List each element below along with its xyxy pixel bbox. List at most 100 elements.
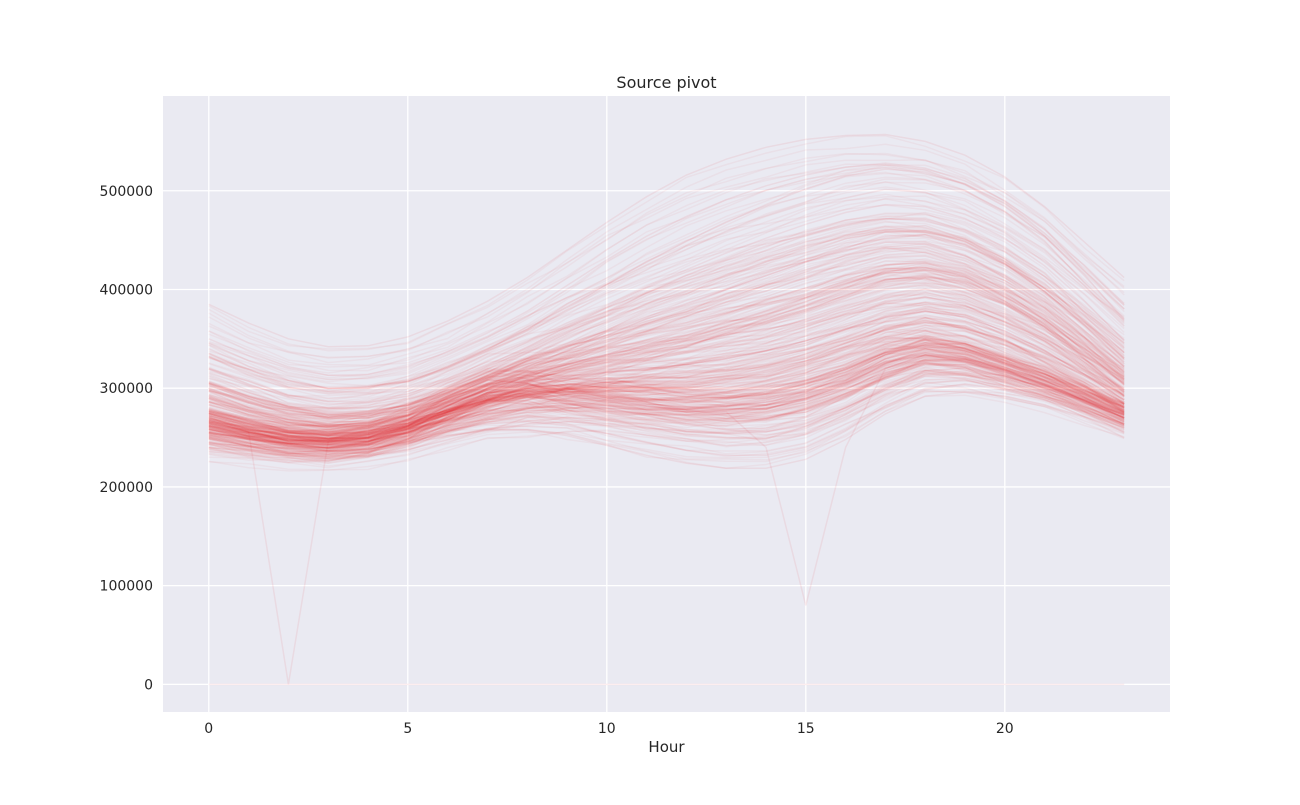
- series-line: [208, 255, 1125, 430]
- series-line: [208, 288, 1125, 441]
- series-line: [208, 362, 1125, 458]
- series-line: [208, 325, 1125, 455]
- series-line: [208, 356, 1125, 440]
- series-line: [208, 309, 1125, 449]
- series-line: [208, 266, 1125, 428]
- series-line: [208, 348, 1125, 433]
- series-line: [208, 354, 1125, 444]
- series-line: [208, 334, 1125, 433]
- series-line: [208, 319, 1125, 453]
- series-line: [208, 366, 1125, 463]
- series-line: [208, 335, 1125, 446]
- series-line: [208, 337, 1125, 437]
- series-line: [208, 292, 1125, 418]
- series-line: [208, 229, 1125, 416]
- series-line: [208, 355, 1125, 431]
- series-line: [208, 347, 1125, 456]
- series-line: [208, 316, 1125, 447]
- series-line: [208, 181, 1125, 387]
- series-line: [208, 374, 1125, 448]
- series-line: [208, 338, 1125, 446]
- series-line: [208, 261, 1125, 416]
- series-line: [208, 369, 1125, 464]
- series-line: [208, 273, 1125, 427]
- series-line: [208, 358, 1125, 437]
- series-line: [208, 354, 1125, 460]
- series-line: [208, 306, 1125, 445]
- series-line: [208, 229, 1125, 418]
- series-line: [208, 213, 1125, 407]
- series-line: [208, 343, 1125, 442]
- series-line: [208, 371, 1125, 464]
- series-line: [208, 188, 1125, 392]
- series-line: [208, 358, 1125, 440]
- series-line: [208, 267, 1125, 443]
- series-line: [208, 267, 1125, 424]
- series-line: [208, 133, 1125, 348]
- series-line: [208, 369, 1125, 458]
- series-line: [208, 162, 1125, 377]
- series-line: [208, 211, 1125, 368]
- series-line: [208, 338, 1125, 449]
- series-line: [208, 346, 1125, 449]
- series-line: [208, 296, 1125, 449]
- series-line: [208, 230, 1125, 420]
- series-line: [208, 303, 1125, 448]
- series-line: [208, 239, 1125, 420]
- series-line: [208, 353, 1125, 456]
- series-line: [208, 335, 1125, 443]
- series-line: [208, 275, 1125, 427]
- series-line: [208, 369, 1125, 454]
- series-line: [208, 293, 1125, 443]
- series-line: [208, 342, 1125, 445]
- series-line: [208, 282, 1125, 431]
- series-line: [208, 262, 1125, 445]
- series-line: [208, 269, 1125, 419]
- series-line: [208, 245, 1125, 420]
- series-line: [208, 330, 1125, 443]
- series-line: [208, 375, 1125, 461]
- series-line: [208, 288, 1125, 430]
- series-line: [208, 376, 1125, 449]
- series-line: [208, 319, 1125, 443]
- series-line: [208, 273, 1125, 435]
- series-line: [208, 269, 1125, 443]
- series-line: [208, 269, 1125, 433]
- series-line: [208, 341, 1125, 442]
- series-line: [208, 311, 1125, 437]
- series-line: [208, 336, 1125, 433]
- series-line: [208, 277, 1125, 442]
- series-line: [208, 352, 1125, 456]
- series-line: [208, 172, 1125, 381]
- series-line: [208, 363, 1125, 439]
- y-tick-label: 300000: [100, 381, 153, 397]
- series-line: [208, 277, 1125, 412]
- series-line: [208, 282, 1125, 440]
- series-line: [208, 220, 1125, 410]
- series-line: [208, 337, 1125, 436]
- series-line: [208, 371, 1125, 469]
- series-line: [208, 329, 1125, 441]
- series-line: [208, 359, 1125, 442]
- series-line: [208, 353, 1125, 606]
- series-line: [208, 357, 1125, 434]
- series-line: [208, 344, 1125, 437]
- series-line: [208, 373, 1125, 446]
- series-line: [208, 307, 1125, 426]
- series-line: [208, 270, 1125, 423]
- series-line: [208, 373, 1125, 459]
- series-line: [208, 360, 1125, 459]
- series-line: [208, 215, 1125, 412]
- series-line: [208, 264, 1125, 418]
- series-line: [208, 308, 1125, 436]
- series-line: [208, 241, 1125, 421]
- series-line: [208, 372, 1125, 436]
- series-line: [208, 231, 1125, 428]
- series-line: [208, 231, 1125, 419]
- series-line: [208, 291, 1125, 445]
- series-line: [208, 309, 1125, 446]
- series-line: [208, 339, 1125, 444]
- series-line: [208, 343, 1125, 442]
- series-line: [208, 389, 1125, 464]
- series-line: [208, 337, 1125, 434]
